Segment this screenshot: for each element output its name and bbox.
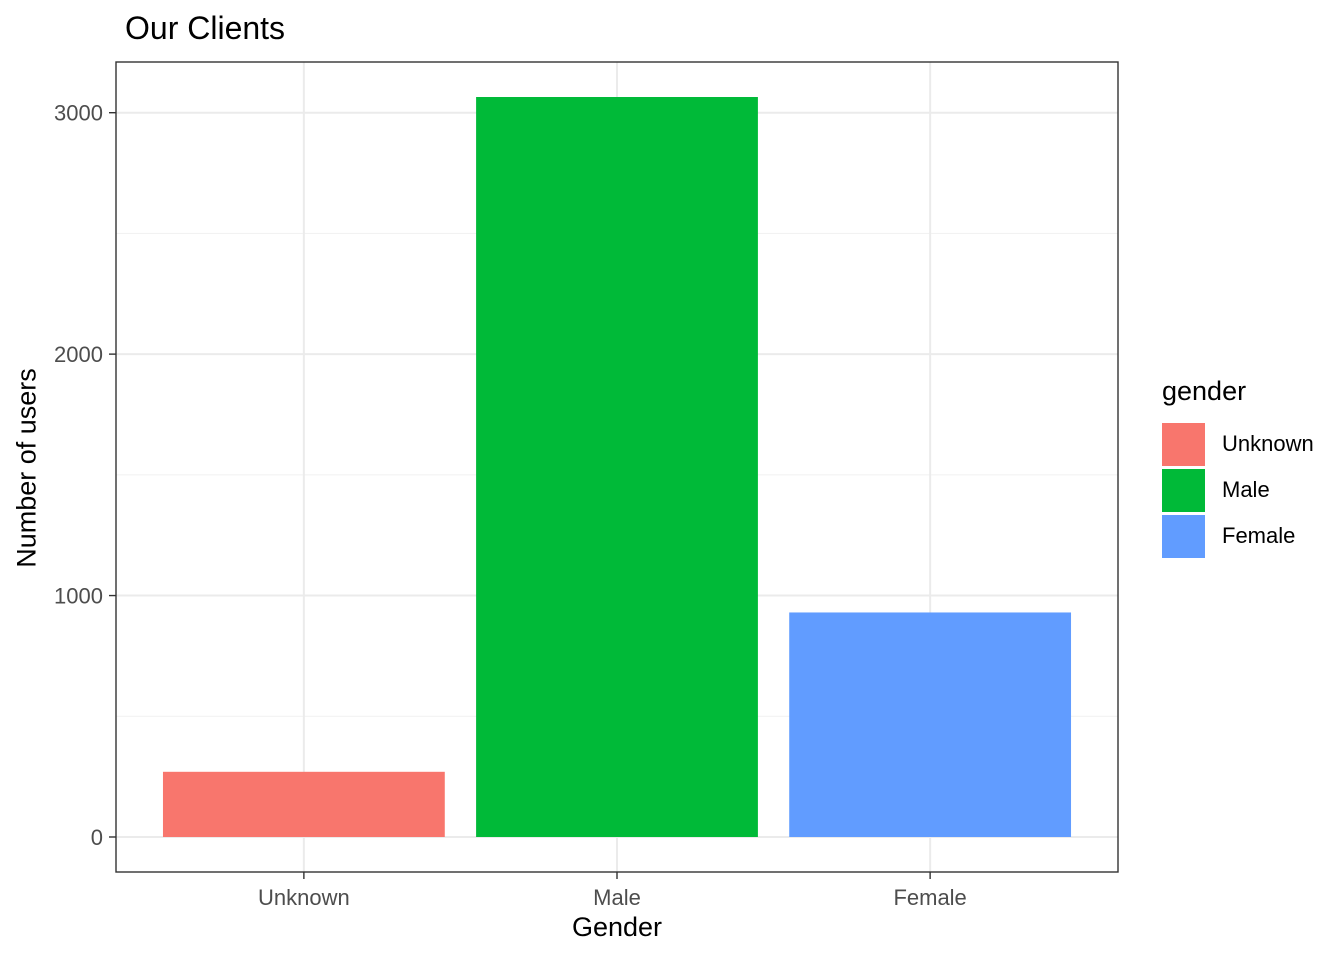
legend-item-male: Male — [1162, 467, 1314, 513]
x-tick-label: Unknown — [258, 885, 350, 910]
legend-items: Unknown Male Female — [1162, 421, 1314, 559]
y-tick-label: 2000 — [54, 342, 103, 367]
legend: gender Unknown Male Female — [1162, 376, 1314, 559]
legend-label: Female — [1222, 523, 1296, 548]
bar-female — [789, 612, 1072, 837]
x-axis-title: Gender — [571, 912, 663, 942]
y-tick-label: 1000 — [54, 584, 103, 609]
legend-key-swatch — [1162, 468, 1205, 512]
legend-key-swatch — [1162, 514, 1205, 558]
bars — [162, 97, 1072, 837]
legend-title: gender — [1162, 376, 1247, 406]
legend-item-unknown: Unknown — [1162, 421, 1314, 467]
bar-unknown — [162, 771, 445, 837]
legend-label: Male — [1222, 477, 1270, 502]
bar-male — [476, 97, 758, 837]
x-tick-label: Female — [893, 885, 966, 910]
x-tick-label: Male — [593, 885, 641, 910]
legend-item-female: Female — [1162, 513, 1314, 559]
y-tick-label: 0 — [91, 825, 103, 850]
legend-label: Unknown — [1222, 431, 1314, 456]
y-tick-label: 3000 — [54, 101, 103, 126]
chart-title: Our Clients — [125, 10, 286, 46]
legend-key-swatch — [1162, 422, 1205, 466]
y-axis-title: Number of users — [11, 368, 42, 568]
axes: 0 1000 2000 3000 Unknown Male Female — [54, 101, 967, 910]
